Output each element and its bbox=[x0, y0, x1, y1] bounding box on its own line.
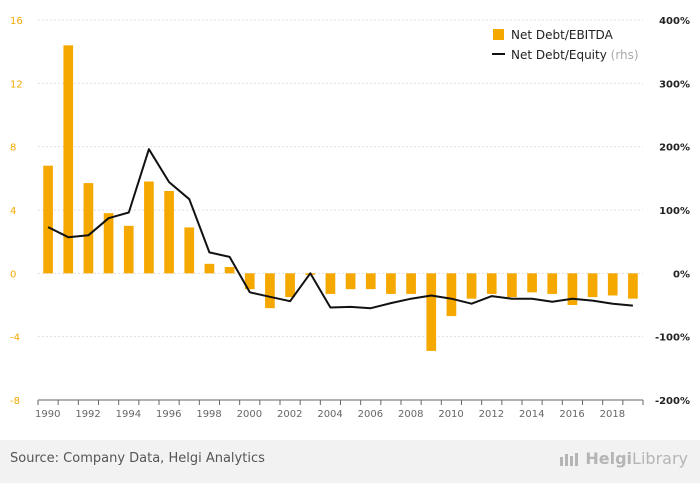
bar bbox=[83, 183, 94, 274]
bar bbox=[446, 273, 457, 317]
bar bbox=[527, 273, 537, 293]
bar bbox=[204, 263, 215, 274]
bar bbox=[285, 273, 295, 298]
brand-helgi: Helgi bbox=[585, 449, 633, 468]
brand-logo: Helgi Library bbox=[559, 449, 688, 468]
library-icon bbox=[560, 452, 579, 466]
bar bbox=[587, 273, 598, 298]
x-tick-label: 2016 bbox=[559, 409, 584, 420]
bar bbox=[486, 273, 497, 294]
y-axis-left: -8 -4 0 4 8 12 16 bbox=[10, 16, 23, 407]
bar bbox=[426, 273, 437, 351]
bar bbox=[507, 273, 517, 298]
x-axis: 1990 1992 1994 1996 1998 2000 2002 2004 2006 2008… bbox=[35, 399, 644, 420]
bar bbox=[628, 273, 638, 299]
bar bbox=[144, 181, 154, 274]
x-tick-label: 2018 bbox=[600, 409, 625, 420]
y-axis-right: -200% -100% 0% 100% 200% 300% 400% bbox=[655, 16, 690, 407]
line-series bbox=[47, 148, 633, 310]
x-tick-label: 1998 bbox=[196, 409, 221, 420]
y-right-tick-label: 200% bbox=[659, 143, 690, 154]
y-right-tick-label: 400% bbox=[659, 16, 690, 27]
bar bbox=[547, 273, 558, 294]
bar bbox=[466, 273, 477, 299]
bar bbox=[123, 225, 134, 274]
legend-label-line-note: (rhs) bbox=[611, 48, 639, 62]
line-path bbox=[47, 148, 633, 310]
x-tick-label: 2004 bbox=[317, 409, 342, 420]
bar bbox=[345, 273, 356, 290]
bar bbox=[224, 267, 235, 274]
bar bbox=[184, 227, 195, 274]
bar bbox=[164, 191, 174, 274]
y-right-tick-label: -100% bbox=[655, 333, 690, 344]
brand-library: Library bbox=[632, 449, 688, 468]
bar bbox=[607, 273, 618, 296]
x-tick-label: 2008 bbox=[398, 409, 423, 420]
bar bbox=[406, 273, 416, 294]
bar bbox=[43, 165, 53, 274]
x-tick-label: 2014 bbox=[519, 409, 544, 420]
y-left-tick-label: -4 bbox=[10, 333, 20, 344]
x-tick-label: 2002 bbox=[277, 409, 302, 420]
bar bbox=[103, 213, 114, 274]
y-left-tick-label: 12 bbox=[10, 79, 23, 90]
x-tick-label: 1996 bbox=[156, 409, 181, 420]
y-right-tick-label: 100% bbox=[659, 206, 690, 217]
x-tick-label: 1994 bbox=[116, 409, 141, 420]
y-left-tick-label: 8 bbox=[10, 143, 16, 154]
footer: Source: Company Data, Helgi Analytics He… bbox=[0, 440, 700, 483]
legend-label-bar: Net Debt/EBITDA bbox=[511, 28, 614, 42]
x-tick-label: 2010 bbox=[438, 409, 463, 420]
bar bbox=[265, 273, 275, 309]
legend-swatch-bar bbox=[493, 29, 504, 40]
x-tick-label: 2012 bbox=[479, 409, 504, 420]
bar bbox=[63, 45, 74, 274]
legend: Net Debt/EBITDA Net Debt/Equity (rhs) bbox=[492, 28, 639, 62]
source-text: Source: Company Data, Helgi Analytics bbox=[10, 451, 265, 466]
y-right-tick-label: 0% bbox=[673, 269, 690, 280]
chart: -8 -4 0 4 8 12 16 -200% -100% 0% 100% 200% 300% 400%… bbox=[10, 16, 690, 420]
y-left-tick-label: 4 bbox=[10, 206, 16, 217]
bar-series bbox=[43, 45, 638, 351]
y-left-tick-label: 16 bbox=[10, 16, 23, 27]
y-right-tick-label: 300% bbox=[659, 79, 690, 90]
bar bbox=[386, 273, 396, 294]
x-tick-label: 1992 bbox=[75, 409, 100, 420]
bar bbox=[365, 273, 376, 290]
bar bbox=[244, 273, 255, 290]
legend-label-line-name: Net Debt/Equity bbox=[511, 48, 607, 62]
y-right-tick-label: -200% bbox=[655, 396, 690, 407]
y-left-tick-label: -8 bbox=[10, 396, 20, 407]
bar bbox=[325, 273, 336, 294]
x-tick-label: 2000 bbox=[237, 409, 262, 420]
bar bbox=[567, 273, 578, 305]
y-left-tick-label: 0 bbox=[10, 269, 16, 280]
x-tick-label: 1990 bbox=[35, 409, 60, 420]
x-tick-label: 2006 bbox=[358, 409, 383, 420]
legend-label-line: Net Debt/Equity (rhs) bbox=[511, 48, 639, 62]
gridlines bbox=[38, 19, 643, 401]
